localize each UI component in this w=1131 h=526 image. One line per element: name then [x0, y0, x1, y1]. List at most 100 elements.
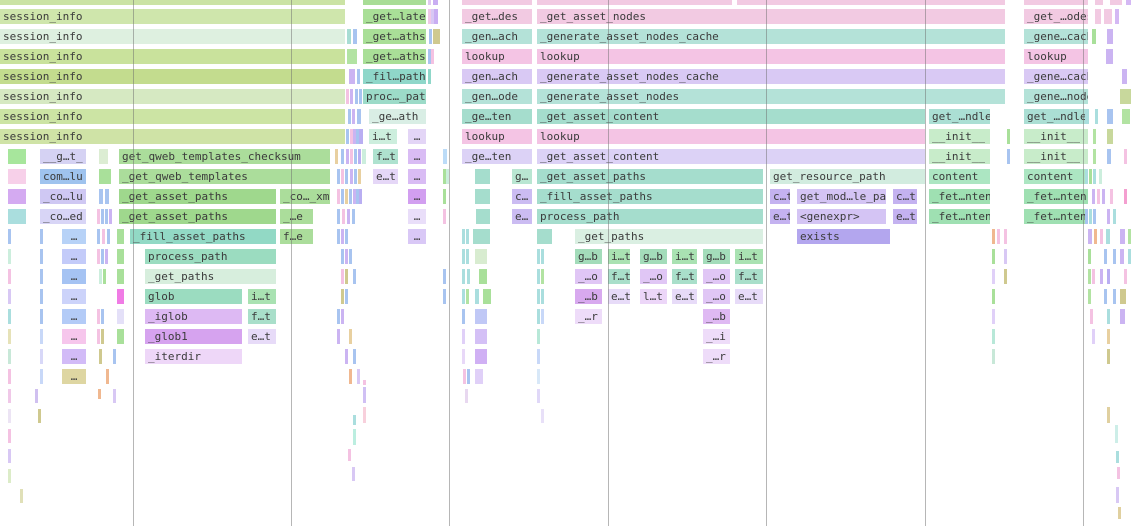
- frame-sliver[interactable]: [99, 149, 108, 164]
- frame-sliver[interactable]: [1124, 189, 1127, 204]
- frame-get_ndle[interactable]: get_…ndle: [929, 109, 990, 124]
- frame-sliver[interactable]: [117, 229, 124, 244]
- frame-sliver[interactable]: [446, 169, 449, 184]
- frame-sliver[interactable]: [357, 69, 360, 84]
- frame-[interactable]: …: [408, 169, 426, 184]
- frame-_iterdir[interactable]: _iterdir: [145, 349, 242, 364]
- frame-sliver[interactable]: [1093, 209, 1096, 224]
- frame-ct[interactable]: c…t: [770, 189, 790, 204]
- frame-sliver[interactable]: [363, 380, 366, 385]
- frame-sliver[interactable]: [1118, 507, 1121, 519]
- frame-sliver[interactable]: [541, 269, 544, 284]
- frame-sliver[interactable]: [103, 269, 106, 284]
- frame-_iglob[interactable]: _iglob: [145, 309, 242, 324]
- frame-sliver[interactable]: [350, 149, 353, 164]
- frame-_co_xm[interactable]: _co…_xm: [280, 189, 330, 204]
- frame-sliver[interactable]: [40, 369, 43, 384]
- frame-session_info[interactable]: session_info: [0, 69, 345, 84]
- frame-process_path[interactable]: process_path: [145, 249, 276, 264]
- frame-_get_asset_paths[interactable]: _get_asset_paths: [119, 189, 276, 204]
- frame-sliver[interactable]: [349, 249, 352, 264]
- frame-sliver[interactable]: [467, 269, 470, 284]
- frame-__init__[interactable]: __init__: [929, 129, 990, 144]
- frame-get_modle_pat[interactable]: get_mod…le_pat: [797, 189, 886, 204]
- frame-get_resource_path[interactable]: get_resource_path: [770, 169, 925, 184]
- frame-[interactable]: …: [408, 229, 426, 244]
- frame-sliver[interactable]: [475, 289, 479, 304]
- frame-_glob1[interactable]: _glob1: [145, 329, 242, 344]
- frame-sliver[interactable]: [40, 229, 43, 244]
- frame-exists[interactable]: exists: [797, 229, 890, 244]
- frame-_genenode[interactable]: _gene…node: [1024, 89, 1088, 104]
- frame-sliver[interactable]: [1116, 487, 1119, 503]
- frame-_get_asset_paths[interactable]: _get_asset_paths: [537, 169, 763, 184]
- frame-sliver[interactable]: [8, 469, 11, 483]
- frame-sliver[interactable]: [346, 89, 349, 104]
- frame-sliver[interactable]: [350, 89, 353, 104]
- frame-sliver[interactable]: [475, 169, 490, 184]
- frame-sliver[interactable]: [353, 269, 356, 284]
- frame-sliver[interactable]: [992, 249, 995, 264]
- frame-sliver[interactable]: [345, 349, 348, 364]
- frame-sliver[interactable]: [345, 229, 348, 244]
- frame-sliver[interactable]: [429, 29, 432, 44]
- frame-sliver[interactable]: [1007, 149, 1010, 164]
- frame-sliver[interactable]: [350, 169, 353, 184]
- frame-glob[interactable]: glob: [145, 289, 242, 304]
- frame-sliver[interactable]: [8, 149, 26, 164]
- frame-et[interactable]: e…t: [608, 289, 630, 304]
- frame-sliver[interactable]: [97, 309, 100, 324]
- frame-sliver[interactable]: [345, 249, 348, 264]
- frame-sliver[interactable]: [1107, 109, 1113, 124]
- frame-sliver[interactable]: [475, 369, 483, 384]
- frame-sliver[interactable]: [1107, 149, 1111, 164]
- frame-sliver[interactable]: [1107, 129, 1113, 144]
- frame-et[interactable]: e…t: [672, 289, 697, 304]
- frame-et[interactable]: e…t: [770, 209, 790, 224]
- frame-sliver[interactable]: [358, 169, 361, 184]
- frame-_fetnten[interactable]: _fet…nten: [929, 209, 990, 224]
- frame-sliver[interactable]: [1116, 451, 1119, 463]
- frame-sliver[interactable]: [40, 349, 43, 364]
- frame-sliver[interactable]: [1102, 189, 1105, 204]
- frame-sliver[interactable]: [105, 209, 108, 224]
- frame-sliver[interactable]: [107, 229, 110, 244]
- frame-sliver[interactable]: [359, 89, 362, 104]
- frame-sliver[interactable]: [443, 269, 446, 284]
- frame-sliver[interactable]: [345, 289, 348, 304]
- frame-sliver[interactable]: [113, 349, 116, 364]
- frame-sliver[interactable]: [97, 249, 100, 264]
- frame-sliver[interactable]: [38, 409, 41, 423]
- frame-sliver[interactable]: [466, 289, 469, 304]
- frame-sliver[interactable]: [537, 229, 552, 244]
- frame-sliver[interactable]: [341, 249, 344, 264]
- frame-sliver[interactable]: [1120, 89, 1131, 104]
- frame-_genode[interactable]: _gen…ode: [462, 89, 532, 104]
- frame-sliver[interactable]: [352, 209, 355, 224]
- frame-sliver[interactable]: [992, 269, 995, 284]
- frame-sliver[interactable]: [353, 429, 356, 445]
- frame-sliver[interactable]: [1100, 269, 1103, 284]
- frame-sliver[interactable]: [8, 189, 26, 204]
- frame-sliver[interactable]: [1122, 69, 1127, 84]
- frame-c[interactable]: c…: [512, 189, 532, 204]
- frame-sliver[interactable]: [362, 149, 366, 164]
- frame-sliver[interactable]: [475, 189, 490, 204]
- frame-[interactable]: …: [408, 129, 426, 144]
- frame-sliver[interactable]: [1093, 129, 1096, 144]
- frame-_fetnten[interactable]: _fet…nten: [1024, 209, 1088, 224]
- frame-sliver[interactable]: [348, 109, 351, 124]
- frame-content[interactable]: content: [929, 169, 990, 184]
- frame-sliver[interactable]: [8, 429, 11, 443]
- frame-lookup[interactable]: lookup: [462, 49, 532, 64]
- frame-_geath[interactable]: _ge…ath: [369, 109, 426, 124]
- frame-sliver[interactable]: [8, 449, 11, 463]
- frame-sliver[interactable]: [99, 189, 103, 204]
- frame-e[interactable]: e…: [512, 209, 532, 224]
- frame-sliver[interactable]: [105, 249, 108, 264]
- frame-sliver[interactable]: [1007, 129, 1010, 144]
- frame-sliver[interactable]: [363, 407, 366, 423]
- frame-_get_paths[interactable]: _get_paths: [145, 269, 276, 284]
- frame-sliver[interactable]: [357, 109, 361, 124]
- frame-sliver[interactable]: [1090, 309, 1093, 324]
